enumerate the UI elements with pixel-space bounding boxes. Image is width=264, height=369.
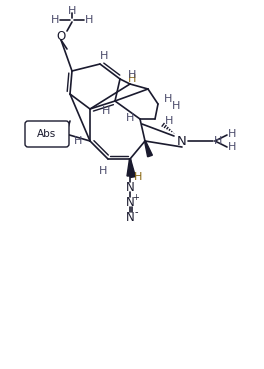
Text: H: H — [228, 129, 236, 139]
Text: H: H — [128, 74, 136, 84]
Text: H: H — [228, 142, 236, 152]
Text: H: H — [68, 6, 76, 16]
Text: H: H — [85, 15, 93, 25]
Text: N: N — [126, 210, 134, 224]
Text: Abs: Abs — [37, 129, 56, 139]
Text: H: H — [51, 15, 59, 25]
Polygon shape — [127, 159, 133, 176]
Text: H: H — [99, 166, 107, 176]
Text: H: H — [128, 70, 136, 80]
Text: H: H — [134, 172, 142, 182]
Text: O: O — [56, 30, 66, 42]
Text: H: H — [74, 136, 82, 146]
FancyBboxPatch shape — [25, 121, 69, 147]
Text: N: N — [177, 134, 187, 148]
Text: N: N — [126, 180, 134, 193]
Text: H: H — [126, 113, 134, 123]
Text: H: H — [214, 136, 222, 146]
Text: H: H — [165, 116, 173, 126]
Text: N: N — [126, 196, 134, 208]
Text: H: H — [172, 101, 180, 111]
Text: H: H — [102, 106, 110, 116]
Text: +: + — [133, 193, 139, 201]
Text: H: H — [100, 51, 108, 61]
Text: -: - — [134, 207, 138, 217]
Text: H: H — [164, 94, 172, 104]
Polygon shape — [144, 141, 152, 157]
Polygon shape — [130, 159, 135, 177]
